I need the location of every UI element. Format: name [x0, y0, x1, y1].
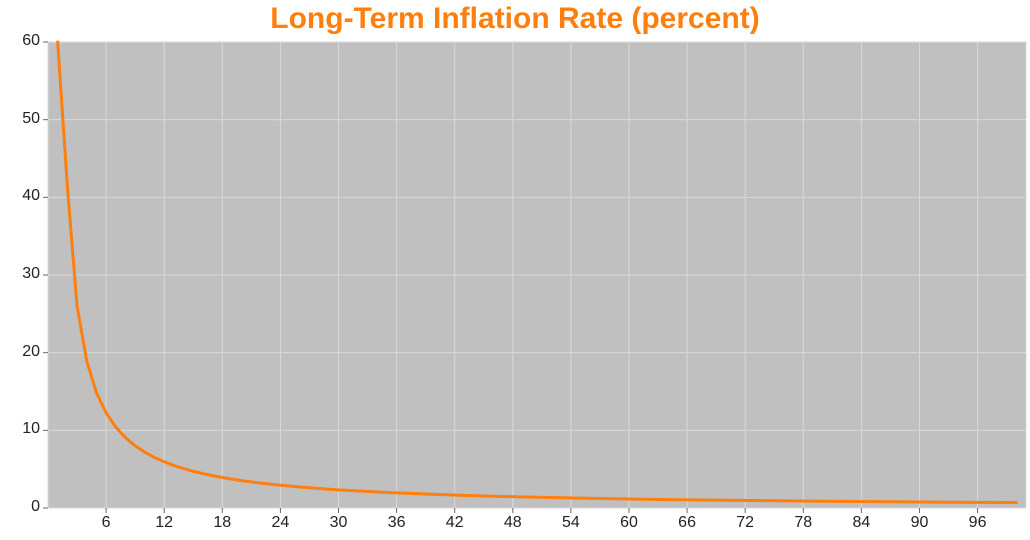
x-tick-label: 60 — [611, 514, 647, 532]
x-tick-label: 36 — [379, 514, 415, 532]
chart-container: Long-Term Inflation Rate (percent) 61218… — [0, 0, 1030, 540]
x-tick-label: 48 — [495, 514, 531, 532]
x-tick-label: 84 — [843, 514, 879, 532]
x-tick-label: 90 — [901, 514, 937, 532]
x-tick-label: 30 — [320, 514, 356, 532]
x-tick-label: 78 — [785, 514, 821, 532]
y-tick-label: 0 — [0, 498, 40, 516]
y-tick-label: 50 — [0, 110, 40, 128]
y-tick-label: 20 — [0, 343, 40, 361]
y-tick-label: 40 — [0, 187, 40, 205]
x-tick-label: 54 — [553, 514, 589, 532]
x-tick-label: 42 — [437, 514, 473, 532]
y-tick-label: 60 — [0, 32, 40, 50]
y-tick-label: 30 — [0, 265, 40, 283]
x-tick-label: 66 — [669, 514, 705, 532]
tick-labels-layer: 6 12 18 24 30 36 42 48 54 60 66 72 78 84 90 96 0 10 20 30 40… — [0, 0, 1030, 540]
x-tick-label: 12 — [146, 514, 182, 532]
x-tick-label: 72 — [727, 514, 763, 532]
x-tick-label: 6 — [88, 514, 124, 532]
x-tick-label: 18 — [204, 514, 240, 532]
y-tick-label: 10 — [0, 420, 40, 438]
x-tick-label: 24 — [262, 514, 298, 532]
x-tick-label: 96 — [960, 514, 996, 532]
